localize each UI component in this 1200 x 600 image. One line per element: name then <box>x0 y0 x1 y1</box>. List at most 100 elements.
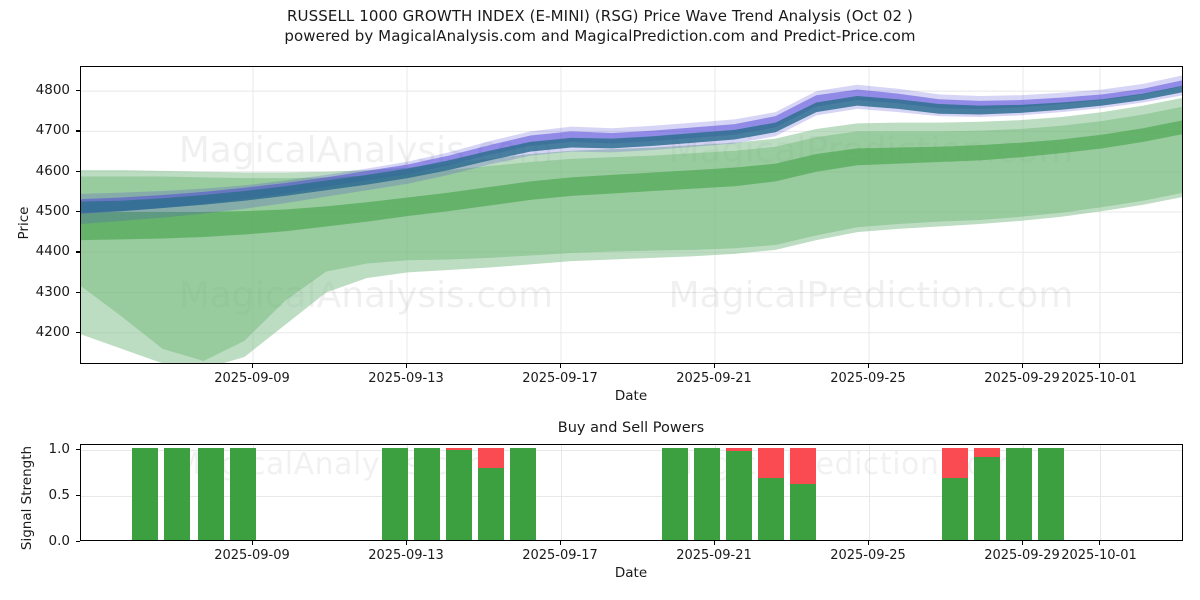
price-xtick-label: 2025-09-29 <box>984 371 1060 386</box>
buy-power-segment <box>662 447 688 540</box>
price-ytick-label: 4700 <box>35 122 70 139</box>
sell-power-segment <box>726 447 752 452</box>
price-wave-bands: MagicalAnalysis.comMagicalPrediction.com… <box>81 67 1182 363</box>
price-ytick-label: 4400 <box>35 243 70 260</box>
signal-bar[interactable] <box>230 445 256 540</box>
price-xtick-label: 2025-09-25 <box>830 371 906 386</box>
price-ytick-label: 4500 <box>35 202 70 219</box>
buy-power-segment <box>414 447 440 540</box>
signal-bar[interactable] <box>132 445 158 540</box>
buy-power-segment <box>1006 447 1032 540</box>
buy-power-segment <box>790 483 816 540</box>
powers-xtick-label: 2025-09-17 <box>522 548 598 563</box>
price-xtick-label: 2025-09-21 <box>676 371 752 386</box>
bars-container: MagicalAnalysis.com MagicalPrediction.com <box>81 445 1182 540</box>
price-ytick-mark <box>76 251 80 253</box>
signal-bar[interactable] <box>478 445 504 540</box>
price-ytick-label: 4200 <box>35 323 70 340</box>
sell-power-segment <box>478 447 504 468</box>
price-ytick-mark <box>76 130 80 132</box>
signal-bar[interactable] <box>694 445 720 540</box>
buy-power-segment <box>132 447 158 540</box>
powers-xtick-mark <box>1022 541 1024 545</box>
signal-bar[interactable] <box>726 445 752 540</box>
powers-xtick-mark <box>252 541 254 545</box>
powers-ytick-label: 0.5 <box>48 486 70 503</box>
signal-bar[interactable] <box>974 445 1000 540</box>
powers-xtick-label: 2025-09-13 <box>368 548 444 563</box>
buy-power-segment <box>198 447 224 540</box>
price-ytick-mark <box>76 90 80 92</box>
buy-power-segment <box>758 478 784 540</box>
buy-power-segment <box>694 447 720 540</box>
signal-bar[interactable] <box>662 445 688 540</box>
title-line-1: RUSSELL 1000 GROWTH INDEX (E-MINI) (RSG)… <box>287 7 913 25</box>
buy-power-segment <box>382 447 408 540</box>
powers-ytick-label: 1.0 <box>48 440 70 457</box>
buy-power-segment <box>942 478 968 540</box>
powers-xaxis-label: Date <box>614 565 648 581</box>
price-xtick-mark <box>714 364 716 368</box>
signal-bar[interactable] <box>1038 445 1064 540</box>
powers-xtick-mark <box>560 541 562 545</box>
price-ytick-mark <box>76 331 80 334</box>
sell-power-segment <box>942 447 968 479</box>
title-line-2: powered by MagicalAnalysis.com and Magic… <box>284 27 916 45</box>
powers-gridline <box>81 495 1182 497</box>
price-xtick-label: 2025-09-17 <box>522 371 598 386</box>
price-xtick-label: 2025-09-13 <box>368 371 444 386</box>
price-ytick-mark <box>76 210 80 213</box>
price-ytick-mark <box>76 170 80 172</box>
powers-ytick-mark <box>76 494 80 497</box>
price-xaxis-label: Date <box>614 388 648 404</box>
signal-bar[interactable] <box>790 445 816 540</box>
powers-ytick-mark <box>76 541 80 543</box>
price-xtick-mark <box>560 364 562 368</box>
powers-chart-title: Buy and Sell Powers <box>557 420 705 436</box>
powers-xtick-label: 2025-09-09 <box>214 548 290 563</box>
buy-power-segment <box>974 456 1000 540</box>
powers-ytick-mark <box>76 448 80 450</box>
price-ytick-label: 4300 <box>35 283 70 300</box>
powers-gridline <box>81 449 1182 451</box>
powers-gridline-v <box>869 445 870 540</box>
powers-xtick-label: 2025-09-29 <box>984 548 1060 563</box>
signal-bar[interactable] <box>414 445 440 540</box>
sell-power-segment <box>758 447 784 479</box>
page-title: RUSSELL 1000 GROWTH INDEX (E-MINI) (RSG)… <box>0 6 1200 46</box>
price-xtick-mark <box>1099 364 1101 368</box>
buy-power-segment <box>478 467 504 540</box>
buy-power-segment <box>1038 447 1064 540</box>
buy-power-segment <box>510 447 536 540</box>
signal-bar[interactable] <box>382 445 408 540</box>
powers-xtick-label: 2025-10-01 <box>1061 548 1137 563</box>
signal-bar[interactable] <box>164 445 190 540</box>
signal-bar[interactable] <box>1006 445 1032 540</box>
powers-xtick-label: 2025-09-25 <box>830 548 906 563</box>
powers-gridline-v <box>1100 445 1101 540</box>
price-xtick-mark <box>252 364 254 368</box>
price-ytick-mark <box>76 291 80 293</box>
signal-bar[interactable] <box>942 445 968 540</box>
powers-gridline-v <box>561 445 562 540</box>
price-xtick-label: 2025-10-01 <box>1061 371 1137 386</box>
powers-xtick-mark <box>714 541 716 545</box>
powers-xtick-label: 2025-09-21 <box>676 548 752 563</box>
powers-ytick-label: 0.0 <box>48 533 70 549</box>
buy-power-segment <box>446 450 472 540</box>
price-xtick-mark <box>868 364 870 368</box>
buy-power-segment <box>230 447 256 540</box>
sell-power-segment <box>974 447 1000 457</box>
buy-power-segment <box>726 451 752 540</box>
buy-sell-powers-plot: MagicalAnalysis.com MagicalPrediction.com <box>80 444 1183 541</box>
powers-xtick-mark <box>1099 541 1101 545</box>
signal-bar[interactable] <box>758 445 784 540</box>
price-xtick-label: 2025-09-09 <box>214 371 290 386</box>
price-ytick-label: 4600 <box>35 162 70 179</box>
price-ytick-label: 4800 <box>35 82 70 99</box>
signal-bar[interactable] <box>198 445 224 540</box>
powers-xtick-mark <box>406 541 408 545</box>
signal-bar[interactable] <box>446 445 472 540</box>
signal-bar[interactable] <box>510 445 536 540</box>
